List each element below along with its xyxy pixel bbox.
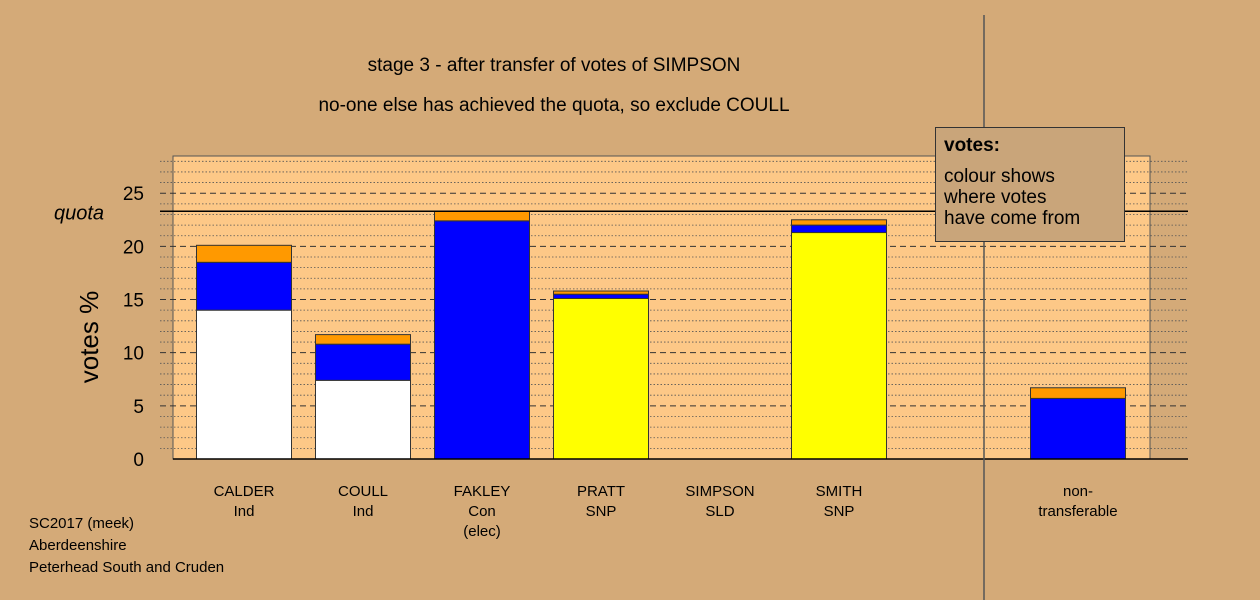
bar-segment	[196, 309, 292, 460]
y-axis-label: votes %	[74, 291, 104, 384]
legend-box: votes: colour shows where votes have com…	[935, 127, 1125, 242]
bar-segment	[553, 297, 649, 460]
x-category-label: PRATT SNP	[577, 483, 625, 520]
chart-title: stage 3 - after transfer of votes of SIM…	[367, 55, 741, 76]
bar-segment	[434, 210, 530, 222]
x-category-label: FAKLEY Con (elec)	[454, 483, 511, 540]
legend-title: votes:	[944, 135, 1000, 156]
bar-segment	[791, 219, 887, 226]
bar-segment	[553, 290, 649, 295]
y-tick-label: 5	[133, 397, 144, 418]
footer-ward: Peterhead South and Cruden	[29, 559, 225, 576]
bar-segment	[553, 293, 649, 299]
bar-segment	[315, 379, 411, 460]
bar-segment	[196, 244, 292, 263]
x-category-label: CALDER Ind	[214, 483, 275, 520]
bar-segment	[315, 334, 411, 345]
y-tick-label: 0	[133, 450, 144, 471]
x-category-label: COULL Ind	[338, 483, 388, 520]
y-tick-label: 10	[123, 344, 144, 365]
x-category-label: non-transferable	[1038, 483, 1117, 520]
x-category-label: SMITH SNP	[816, 483, 863, 520]
x-category-label: SIMPSON SLD	[685, 483, 754, 520]
quota-label: quota	[54, 202, 104, 224]
chart-subtitle: no-one else has achieved the quota, so e…	[318, 95, 790, 116]
y-tick-label: 25	[123, 184, 144, 205]
bar-segment	[1030, 387, 1126, 399]
bar-segment	[791, 224, 887, 234]
legend-text: colour shows where votes have come from	[944, 166, 1081, 229]
bar-segment	[315, 343, 411, 381]
footer-source: SC2017 (meek)	[29, 515, 135, 532]
y-tick-label: 15	[123, 291, 144, 312]
bar-segment	[434, 220, 530, 460]
y-tick-label: 20	[123, 237, 144, 258]
footer-council: Aberdeenshire	[29, 537, 127, 554]
bar-segment	[196, 261, 292, 311]
bar-segment	[791, 232, 887, 460]
bar-segment	[1030, 397, 1126, 460]
